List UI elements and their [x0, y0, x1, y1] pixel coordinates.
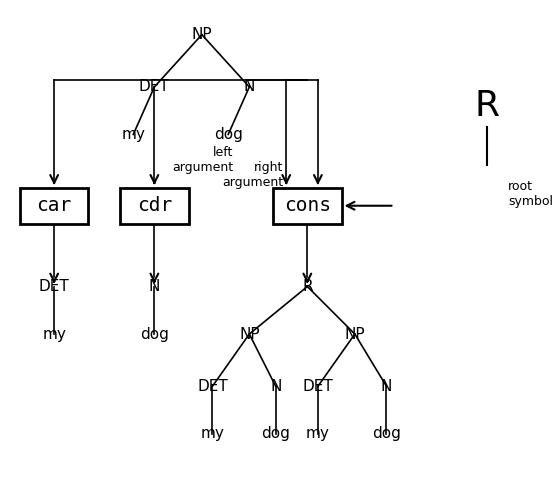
Text: my: my [121, 127, 145, 142]
Text: NP: NP [239, 326, 259, 342]
Text: DET: DET [197, 379, 228, 394]
Text: my: my [200, 426, 224, 441]
Text: right
argument: right argument [223, 161, 283, 189]
Text: N: N [381, 379, 392, 394]
Text: cons: cons [284, 196, 331, 215]
Text: NP: NP [344, 326, 365, 342]
FancyBboxPatch shape [120, 188, 189, 224]
Text: DET: DET [39, 279, 70, 294]
Text: R: R [474, 89, 499, 123]
Text: my: my [306, 426, 330, 441]
Text: R: R [302, 279, 312, 294]
Text: NP: NP [191, 27, 212, 42]
FancyBboxPatch shape [273, 188, 341, 224]
Text: dog: dog [214, 127, 243, 142]
Text: cdr: cdr [137, 196, 172, 215]
Text: dog: dog [372, 426, 401, 441]
Text: dog: dog [140, 326, 169, 342]
Text: N: N [270, 379, 281, 394]
Text: DET: DET [139, 79, 170, 95]
Text: N: N [148, 279, 160, 294]
Text: my: my [42, 326, 66, 342]
Text: left
argument: left argument [172, 146, 233, 174]
Text: car: car [36, 196, 72, 215]
Text: root
symbol: root symbol [508, 180, 553, 207]
Text: N: N [244, 79, 255, 95]
Text: DET: DET [302, 379, 333, 394]
Text: dog: dog [261, 426, 290, 441]
FancyBboxPatch shape [20, 188, 88, 224]
